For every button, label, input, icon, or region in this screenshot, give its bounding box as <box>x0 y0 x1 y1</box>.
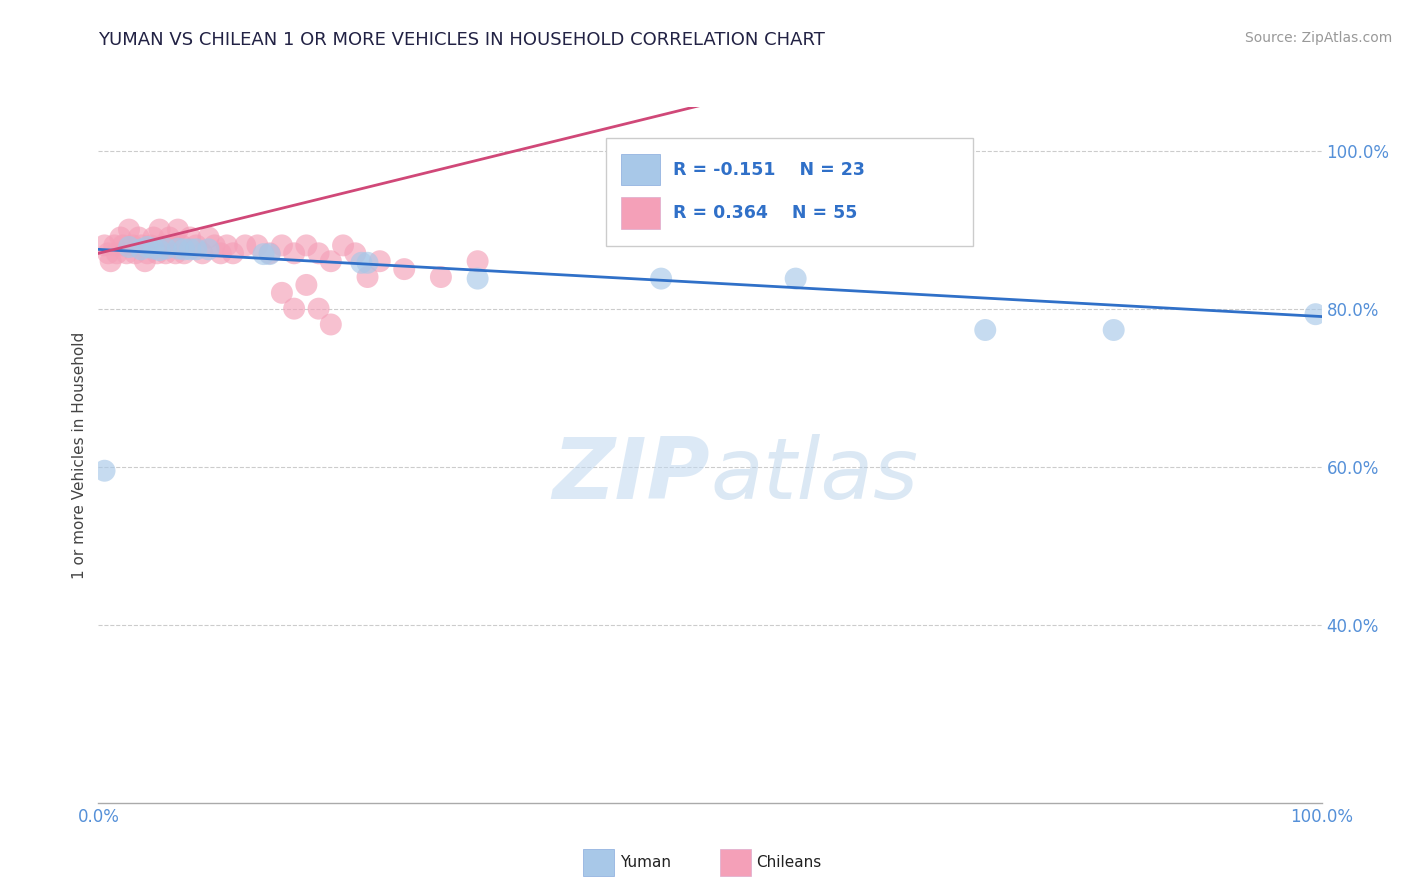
Point <box>118 222 141 236</box>
Point <box>110 230 132 244</box>
FancyBboxPatch shape <box>620 197 659 228</box>
Point <box>209 246 232 260</box>
Point <box>165 246 187 260</box>
Point <box>136 240 159 254</box>
Point <box>179 230 201 244</box>
Point <box>186 238 208 252</box>
Point <box>308 246 330 260</box>
Point <box>155 246 177 260</box>
Text: Source: ZipAtlas.com: Source: ZipAtlas.com <box>1244 31 1392 45</box>
Y-axis label: 1 or more Vehicles in Household: 1 or more Vehicles in Household <box>72 331 87 579</box>
Point <box>204 238 226 252</box>
Point <box>121 238 143 252</box>
Point <box>155 242 177 256</box>
Point <box>1305 307 1327 321</box>
Point <box>197 243 219 257</box>
Point <box>173 243 195 257</box>
Text: ZIP: ZIP <box>553 434 710 517</box>
Point <box>186 243 208 257</box>
Point <box>105 246 128 260</box>
Point <box>139 238 162 252</box>
Point <box>344 246 367 260</box>
Point <box>270 238 294 252</box>
Point <box>350 256 373 270</box>
Point <box>100 254 122 268</box>
Point <box>160 238 183 252</box>
Text: Chileans: Chileans <box>756 855 821 870</box>
Point <box>259 247 281 261</box>
Point <box>319 318 342 332</box>
Point <box>233 238 256 252</box>
Point <box>356 256 378 270</box>
Point <box>152 238 174 252</box>
Point <box>173 246 195 260</box>
Point <box>146 246 169 260</box>
Point <box>215 238 238 252</box>
Point <box>167 242 190 256</box>
Point <box>283 301 305 316</box>
Point <box>128 230 150 244</box>
Point <box>332 238 354 252</box>
Point <box>149 222 172 236</box>
Point <box>319 254 342 268</box>
Point <box>124 246 146 260</box>
Point <box>785 271 807 285</box>
Point <box>467 254 489 268</box>
Point <box>246 238 269 252</box>
Point <box>134 254 156 268</box>
FancyBboxPatch shape <box>620 153 659 185</box>
Point <box>157 230 180 244</box>
Point <box>974 323 997 337</box>
Point <box>142 242 165 256</box>
Point <box>252 247 274 261</box>
Point <box>93 238 115 252</box>
Point <box>179 243 201 257</box>
Point <box>197 230 219 244</box>
Point <box>283 246 305 260</box>
Point <box>93 464 115 478</box>
Point <box>295 277 318 292</box>
Point <box>115 246 138 260</box>
Point <box>430 270 453 285</box>
Text: YUMAN VS CHILEAN 1 OR MORE VEHICLES IN HOUSEHOLD CORRELATION CHART: YUMAN VS CHILEAN 1 OR MORE VEHICLES IN H… <box>98 31 825 49</box>
Text: R = 0.364    N = 55: R = 0.364 N = 55 <box>673 204 858 222</box>
Point <box>136 246 159 260</box>
Point <box>650 271 672 285</box>
Point <box>259 246 281 260</box>
Point <box>270 285 294 300</box>
Point <box>142 230 165 244</box>
Point <box>1102 323 1125 337</box>
Point <box>295 238 318 252</box>
Point <box>129 243 152 257</box>
FancyBboxPatch shape <box>606 138 973 246</box>
Point <box>170 238 193 252</box>
Point <box>111 238 134 252</box>
Point <box>356 270 378 285</box>
Text: atlas: atlas <box>710 434 918 517</box>
Point <box>118 240 141 254</box>
Point <box>222 246 245 260</box>
Point <box>167 222 190 236</box>
Point <box>467 271 489 285</box>
Text: R = -0.151    N = 23: R = -0.151 N = 23 <box>673 161 865 178</box>
Point <box>97 246 120 260</box>
Point <box>392 262 416 277</box>
Point <box>129 238 152 252</box>
Point <box>308 301 330 316</box>
Text: Yuman: Yuman <box>620 855 671 870</box>
Point <box>191 246 214 260</box>
Point <box>149 243 172 257</box>
Point <box>103 238 125 252</box>
Point <box>368 254 391 268</box>
